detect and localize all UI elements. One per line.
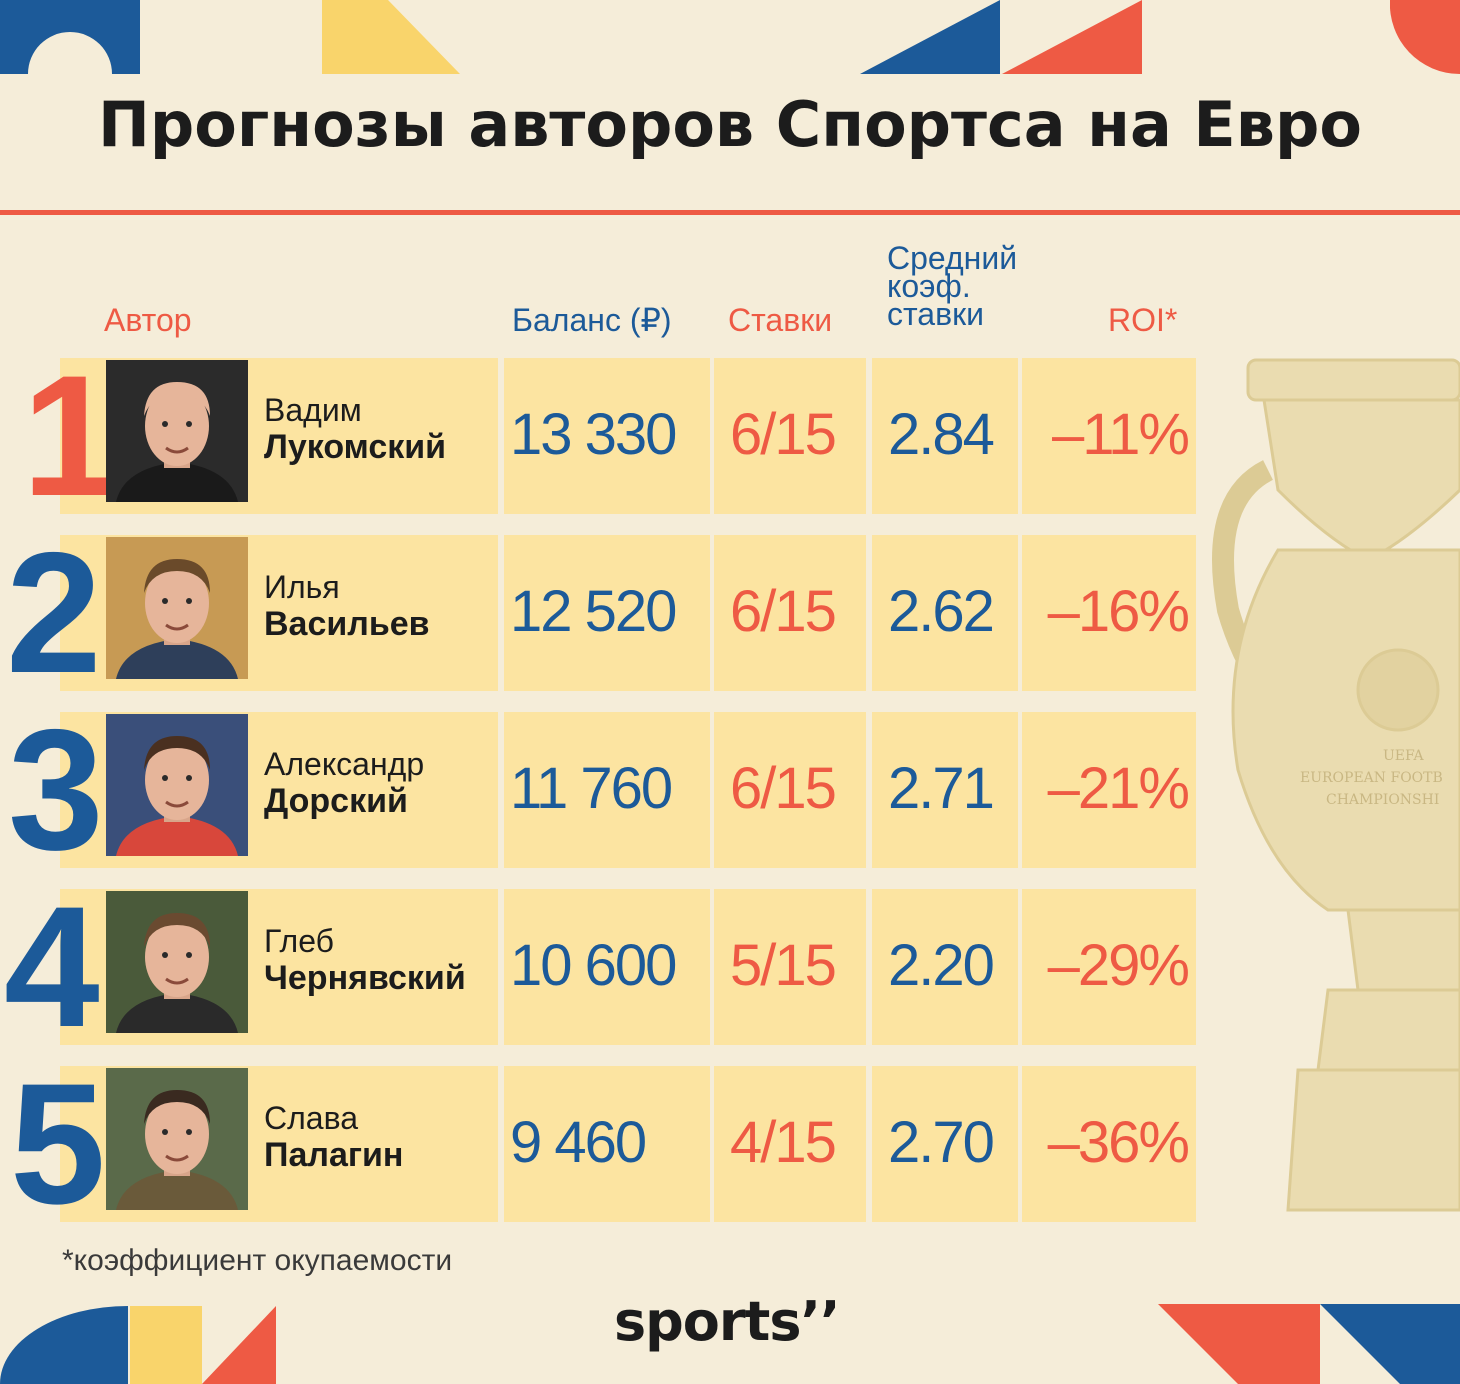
balance-cell — [504, 1066, 710, 1222]
odds-cell — [872, 535, 1018, 691]
bets-value: 6/15 — [730, 402, 837, 467]
roi-cell — [1022, 889, 1196, 1045]
rank-number: 1 — [22, 340, 118, 532]
balance-cell — [504, 358, 710, 514]
author-last-name: Палагин — [264, 1136, 404, 1174]
author-name: Слава Палагин — [264, 1100, 403, 1174]
header-author: Автор — [104, 302, 192, 338]
roi-cell — [1022, 1066, 1196, 1222]
page-title: Прогнозы авторов Спортса на Евро — [97, 88, 1362, 161]
trophy-icon: UEFA EUROPEAN FOOTB CHAMPIONSHI — [1212, 358, 1460, 1212]
balance-value: 12 520 — [510, 579, 677, 644]
decor-top-blue-triangle — [860, 0, 1000, 74]
roi-value: –16% — [1047, 579, 1190, 644]
odds-cell — [872, 1066, 1018, 1222]
table-row: 4 Глеб Чернявский 10 600 5/15 2.20 –29% — [0, 881, 1200, 1053]
bets-cell — [714, 889, 866, 1045]
author-avatar — [106, 714, 248, 856]
roi-value: –29% — [1047, 933, 1190, 998]
author-name: Вадим Лукомский — [264, 392, 446, 466]
roi-cell — [1022, 535, 1196, 691]
odds-value: 2.20 — [888, 933, 995, 998]
author-avatar — [106, 360, 248, 502]
bets-cell — [714, 712, 866, 868]
bets-value: 6/15 — [730, 579, 837, 644]
balance-cell — [504, 535, 710, 691]
decor-top-red-triangle — [1002, 0, 1142, 74]
table-row: 5 Слава Палагин 9 460 4/15 2.70 –36% — [0, 1058, 1200, 1230]
author-last-name: Дорский — [264, 782, 408, 820]
bets-value: 6/15 — [730, 756, 837, 821]
header-avg-odds-line3: ставки — [887, 296, 984, 332]
odds-value: 2.84 — [888, 402, 995, 467]
author-first-name: Вадим — [264, 392, 362, 428]
header-avg-odds-line2: коэф. — [887, 268, 971, 304]
decor-top-yellow-triangle — [322, 0, 460, 74]
balance-value: 10 600 — [510, 933, 677, 998]
roi-value: –21% — [1047, 756, 1190, 821]
balance-value: 11 760 — [510, 756, 673, 821]
odds-value: 2.62 — [888, 579, 995, 644]
balance-cell — [504, 889, 710, 1045]
author-name: Илья Васильев — [264, 569, 430, 643]
author-name: Глеб Чернявский — [264, 923, 466, 997]
table-row: 1 Вадим Лукомский 13 330 6/15 2.84 –11% — [0, 350, 1200, 522]
author-last-name: Васильев — [264, 605, 430, 643]
svg-text:UEFA: UEFA — [1383, 748, 1425, 764]
rank-number: 2 — [6, 517, 102, 709]
table-row: 2 Илья Васильев 12 520 6/15 2.62 –16% — [0, 527, 1200, 699]
header-avg-odds: Средний коэф. ставки — [887, 240, 1018, 332]
odds-value: 2.71 — [888, 756, 995, 821]
svg-text:EUROPEAN FOOTB: EUROPEAN FOOTB — [1300, 770, 1443, 786]
bets-cell — [714, 535, 866, 691]
rank-number: 5 — [10, 1048, 106, 1240]
author-last-name: Чернявский — [264, 959, 466, 997]
author-avatar — [106, 1068, 248, 1210]
balance-cell — [504, 712, 710, 868]
rank-number: 3 — [8, 694, 104, 886]
odds-cell — [872, 358, 1018, 514]
header-bets: Ставки — [728, 302, 833, 338]
decor-bottom-red-triangle — [202, 1306, 276, 1384]
odds-cell — [872, 889, 1018, 1045]
table-row: 3 Александр Дорский 11 760 6/15 2.71 –21… — [0, 704, 1200, 876]
bets-cell — [714, 1066, 866, 1222]
bets-value: 5/15 — [730, 933, 837, 998]
rank-number: 4 — [4, 871, 100, 1063]
decor-bottom-yellow-square — [130, 1306, 202, 1384]
roi-cell — [1022, 358, 1196, 514]
author-avatar — [106, 891, 248, 1033]
header-balance: Баланс (₽) — [512, 302, 672, 338]
decor-bottom-right-red — [1158, 1304, 1320, 1384]
sports-logo: sports’’ — [614, 1290, 841, 1353]
author-first-name: Глеб — [264, 923, 334, 959]
balance-value: 13 330 — [510, 402, 677, 467]
balance-value: 9 460 — [510, 1110, 647, 1175]
title-divider — [0, 210, 1460, 215]
author-avatar — [106, 537, 248, 679]
author-first-name: Илья — [264, 569, 340, 605]
author-first-name: Александр — [264, 746, 425, 782]
svg-text:CHAMPIONSHI: CHAMPIONSHI — [1326, 792, 1439, 808]
bets-value: 4/15 — [730, 1110, 837, 1175]
bets-cell — [714, 358, 866, 514]
author-last-name: Лукомский — [264, 428, 447, 466]
decor-bottom-right-blue — [1320, 1304, 1460, 1384]
header-avg-odds-line1: Средний — [887, 240, 1018, 276]
roi-value: –11% — [1051, 402, 1190, 467]
author-name: Александр Дорский — [264, 746, 424, 820]
odds-value: 2.70 — [888, 1110, 995, 1175]
roi-value: –36% — [1047, 1110, 1190, 1175]
decor-top-right-circle — [1390, 0, 1460, 74]
odds-cell — [872, 712, 1018, 868]
decor-bottom-blue-circle — [0, 1306, 128, 1384]
decor-top-left — [0, 0, 140, 74]
footnote: *коэффициент окупаемости — [62, 1244, 453, 1277]
author-first-name: Слава — [264, 1100, 359, 1136]
roi-cell — [1022, 712, 1196, 868]
header-roi: ROI* — [1108, 302, 1178, 338]
